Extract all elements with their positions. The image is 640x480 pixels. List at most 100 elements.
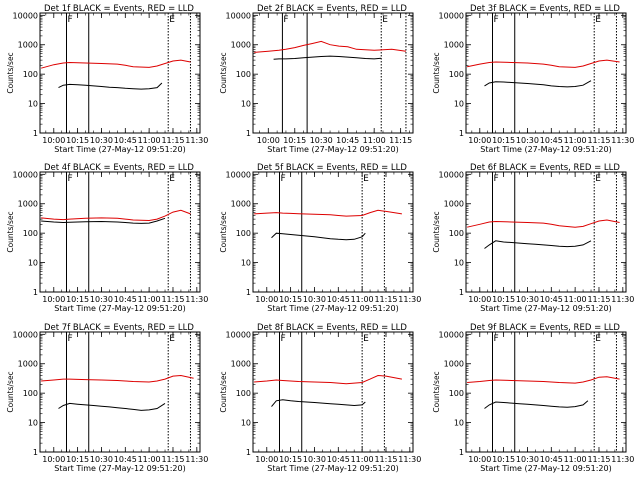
chart-title: Det 9f BLACK = Events, RED = LLD	[470, 323, 620, 333]
x-tick-label: 11:15	[389, 136, 412, 145]
x-tick-label: 10:30	[90, 455, 113, 464]
x-tick-label: 10:45	[114, 455, 137, 464]
marker-label-e: E	[595, 15, 601, 25]
x-tick-label: 10:30	[90, 295, 113, 304]
plot-frame	[39, 171, 201, 293]
lld-series-line	[41, 374, 194, 383]
events-series-line	[58, 402, 166, 411]
y-tick-label: 1	[246, 288, 251, 297]
x-tick-label: 10:45	[114, 295, 137, 304]
x-tick-label: 11:15	[161, 455, 184, 464]
y-tick-label: 100	[449, 70, 464, 79]
x-tick-label: 11:15	[587, 136, 610, 145]
plot-frame	[465, 171, 627, 293]
marker-label-e: E	[169, 334, 175, 344]
x-axis-label: Start Time (27-May-12 09:51:20)	[480, 464, 611, 473]
x-tick-label: 11:30	[185, 136, 208, 145]
y-tick-label: 10000	[226, 170, 251, 179]
y-axis-label: Counts/sec	[219, 52, 228, 93]
x-tick-label: 10:00	[257, 136, 280, 145]
y-tick-label: 1	[33, 129, 38, 138]
y-axis-label: Counts/sec	[432, 211, 441, 252]
plot-frame	[465, 331, 627, 453]
lld-series-line	[41, 209, 191, 222]
x-tick-label: 10:30	[516, 295, 539, 304]
marker-label-f: F	[280, 334, 285, 344]
y-axis-label: Counts/sec	[219, 211, 228, 252]
y-tick-label: 1	[459, 448, 464, 457]
y-tick-label: 100	[449, 229, 464, 238]
y-tick-label: 10000	[439, 170, 464, 179]
marker-label-e: E	[595, 334, 601, 344]
x-axis-label: Start Time (27-May-12 09:51:20)	[54, 464, 185, 473]
x-tick-label: 11:00	[564, 455, 587, 464]
events-series-line	[484, 80, 592, 88]
chart-panel-2: Det 2f BLACK = Events, RED = LLD 1 10 100 10…	[219, 4, 414, 154]
y-tick-label: 10	[454, 259, 464, 268]
chart-panel-4: Det 4f BLACK = Events, RED = LLD 1 10 100 10…	[6, 163, 208, 313]
y-axis-label: Counts/sec	[432, 371, 441, 412]
y-tick-label: 10	[241, 100, 251, 109]
x-tick-label: 10:00	[42, 136, 65, 145]
x-tick-label: 11:15	[161, 136, 184, 145]
x-tick-label: 10:15	[492, 136, 515, 145]
chart-title: Det 2f BLACK = Events, RED = LLD	[257, 4, 407, 14]
x-tick-label: 10:45	[336, 136, 359, 145]
y-tick-label: 1	[246, 448, 251, 457]
y-tick-label: 1000	[231, 360, 251, 369]
x-tick-label: 11:30	[611, 136, 634, 145]
y-axis-label: Counts/sec	[219, 371, 228, 412]
x-tick-label: 11:00	[564, 295, 587, 304]
x-tick-label: 11:30	[185, 455, 208, 464]
x-axis-label: Start Time (27-May-12 09:51:20)	[54, 304, 185, 313]
y-tick-label: 1	[33, 288, 38, 297]
x-tick-label: 10:15	[283, 136, 306, 145]
y-tick-label: 100	[23, 70, 38, 79]
x-tick-label: 11:30	[398, 455, 421, 464]
x-tick-label: 10:15	[66, 455, 89, 464]
marker-label-e: E	[363, 174, 369, 184]
x-axis-label: Start Time (27-May-12 09:51:20)	[54, 145, 185, 154]
marker-label-e: E	[595, 174, 601, 184]
x-tick-label: 10:45	[540, 136, 563, 145]
x-tick-label: 10:00	[468, 295, 491, 304]
x-tick-label: 10:30	[310, 136, 333, 145]
y-tick-label: 1	[246, 129, 251, 138]
chart-panel-7: Det 7f BLACK = Events, RED = LLD 1 10 100 10…	[6, 323, 208, 473]
x-axis-label: Start Time (27-May-12 09:51:20)	[480, 304, 611, 313]
chart-panel-9: Det 9f BLACK = Events, RED = LLD 1 10 100 10…	[432, 323, 634, 473]
x-tick-label: 11:15	[587, 455, 610, 464]
chart-panel-1: Det 1f BLACK = Events, RED = LLD 1 10 100 10…	[6, 4, 208, 154]
marker-label-f: F	[493, 15, 498, 25]
lld-series-line	[467, 376, 620, 384]
x-tick-label: 11:15	[587, 295, 610, 304]
marker-label-e: E	[169, 15, 175, 25]
chart-title: Det 5f BLACK = Events, RED = LLD	[257, 163, 407, 173]
y-tick-label: 10000	[439, 330, 464, 339]
y-tick-label: 10000	[13, 330, 38, 339]
x-tick-label: 10:30	[303, 295, 326, 304]
x-tick-label: 10:45	[114, 136, 137, 145]
y-tick-label: 1000	[18, 200, 38, 209]
events-series-line	[271, 232, 366, 241]
x-tick-label: 10:45	[540, 455, 563, 464]
y-tick-label: 1000	[444, 41, 464, 50]
x-tick-label: 10:15	[279, 295, 302, 304]
x-tick-label: 10:00	[42, 295, 65, 304]
y-tick-label: 10000	[226, 330, 251, 339]
x-tick-label: 10:45	[540, 295, 563, 304]
y-axis-label: Counts/sec	[6, 371, 15, 412]
y-tick-label: 1000	[231, 200, 251, 209]
y-tick-label: 1	[459, 129, 464, 138]
x-tick-label: 10:00	[255, 295, 278, 304]
marker-label-f: F	[67, 15, 72, 25]
y-tick-label: 1000	[18, 360, 38, 369]
y-tick-label: 10	[28, 100, 38, 109]
x-tick-label: 10:15	[492, 295, 515, 304]
events-series-line	[271, 399, 366, 407]
x-tick-label: 10:30	[303, 455, 326, 464]
x-tick-label: 10:00	[468, 455, 491, 464]
y-tick-label: 100	[449, 389, 464, 398]
y-tick-label: 10	[241, 419, 251, 428]
y-tick-label: 1000	[444, 360, 464, 369]
